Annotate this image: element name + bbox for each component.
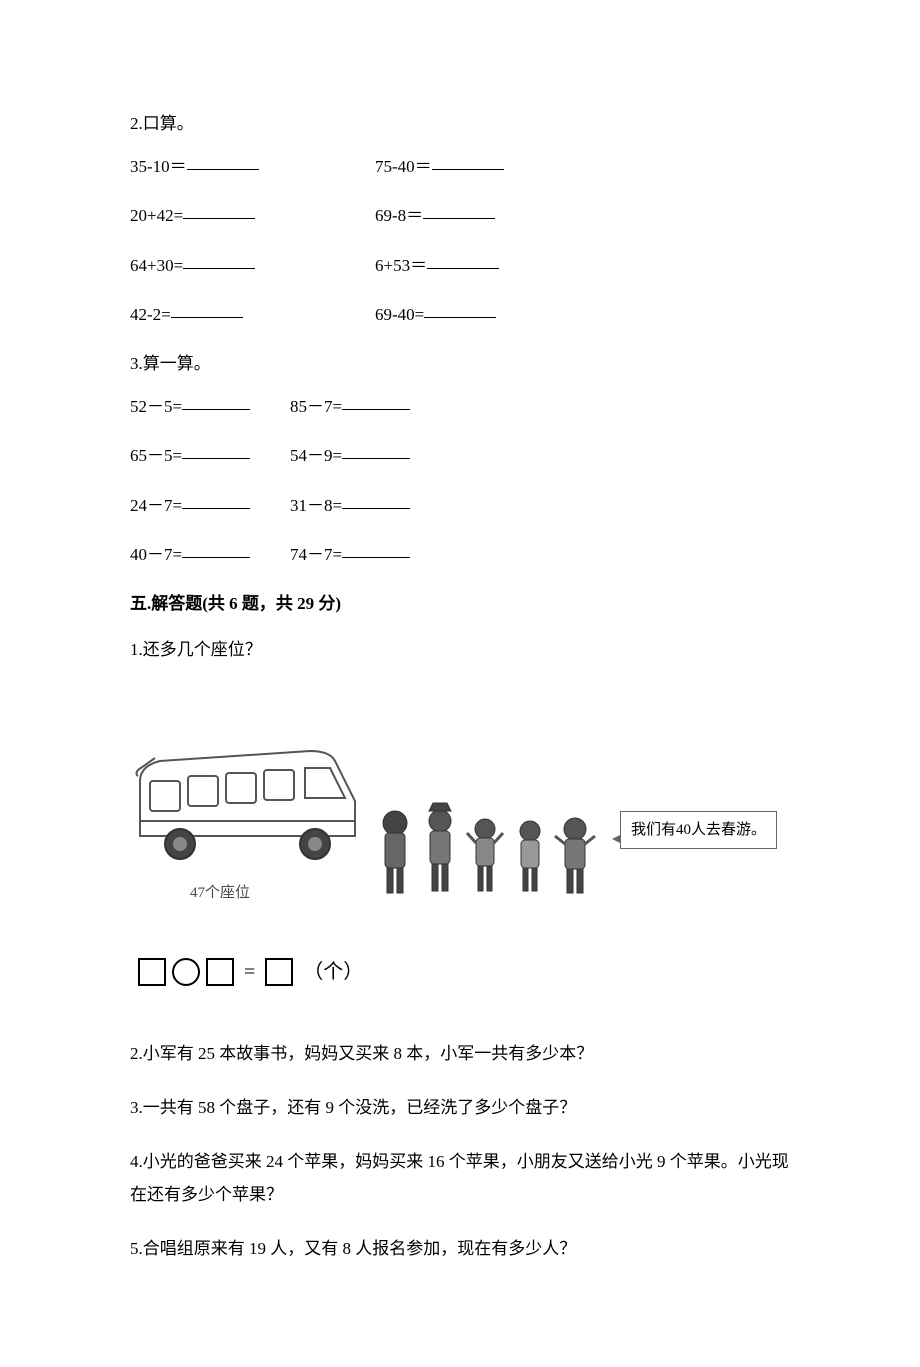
- calc-item: 85－7=: [290, 393, 450, 420]
- calc-expr: 69-40=: [375, 305, 424, 324]
- problem-4: 4.小光的爸爸买来 24 个苹果，妈妈买来 16 个苹果，小朋友又送给小光 9 …: [130, 1146, 790, 1211]
- calc-item: 20+42=: [130, 202, 375, 229]
- equation-template: = （个）: [138, 956, 790, 988]
- answer-blank[interactable]: [342, 493, 410, 509]
- section3-header: 3.算一算。: [130, 350, 790, 377]
- calc-item: 52－5=: [130, 393, 290, 420]
- calc-expr: 20+42=: [130, 206, 183, 225]
- calc-item: 65－5=: [130, 442, 290, 469]
- answer-blank[interactable]: [182, 493, 250, 509]
- section2-header: 2.口算。: [130, 110, 790, 137]
- calc-row: 20+42= 69-8＝: [130, 202, 790, 229]
- equals-sign: =: [244, 956, 255, 988]
- equation-box[interactable]: [138, 958, 166, 986]
- calc-expr: 40－7=: [130, 545, 182, 564]
- problem-5: 5.合唱组原来有 19 人，又有 8 人报名参加，现在有多少人？: [130, 1233, 790, 1265]
- calc-expr: 24－7=: [130, 496, 182, 515]
- calc-expr: 69-8＝: [375, 206, 423, 225]
- calc-item: 69-40=: [375, 301, 620, 328]
- answer-blank[interactable]: [342, 394, 410, 410]
- calc-expr: 42-2=: [130, 305, 171, 324]
- calc-item: 31－8=: [290, 492, 450, 519]
- problem-2: 2.小军有 25 本故事书，妈妈又买来 8 本，小军一共有多少本？: [130, 1038, 790, 1070]
- answer-blank[interactable]: [342, 542, 410, 558]
- bus-seat-label: 47个座位: [190, 881, 250, 905]
- calc-item: 6+53＝: [375, 252, 620, 279]
- calc-expr: 64+30=: [130, 256, 183, 275]
- children-icon: [375, 801, 615, 911]
- bus-icon: [130, 726, 370, 876]
- calc-row: 42-2= 69-40=: [130, 301, 790, 328]
- calc-row: 24－7= 31－8=: [130, 492, 790, 519]
- equation-unit: （个）: [303, 956, 363, 988]
- calc-row: 65－5= 54－9=: [130, 442, 790, 469]
- calc-expr: 6+53＝: [375, 256, 427, 275]
- answer-blank[interactable]: [183, 253, 255, 269]
- speech-bubble: 我们有40人去春游。: [620, 811, 777, 849]
- answer-blank[interactable]: [427, 253, 499, 269]
- calc-expr: 52－5=: [130, 397, 182, 416]
- calc-expr: 74－7=: [290, 545, 342, 564]
- calc-expr: 31－8=: [290, 496, 342, 515]
- calc-row: 64+30= 6+53＝: [130, 252, 790, 279]
- calc-expr: 75-40＝: [375, 157, 432, 176]
- calc-item: 54－9=: [290, 442, 450, 469]
- calc-item: 42-2=: [130, 301, 375, 328]
- answer-blank[interactable]: [342, 443, 410, 459]
- illustration-area: 47个座位: [130, 726, 790, 916]
- calc-row: 40－7= 74－7=: [130, 541, 790, 568]
- answer-blank[interactable]: [424, 302, 496, 318]
- equation-operator-circle[interactable]: [172, 958, 200, 986]
- answer-blank[interactable]: [171, 302, 243, 318]
- calc-item: 24－7=: [130, 492, 290, 519]
- answer-blank[interactable]: [182, 443, 250, 459]
- calc-row: 35-10＝ 75-40＝: [130, 153, 790, 180]
- calc-item: 40－7=: [130, 541, 290, 568]
- calc-expr: 85－7=: [290, 397, 342, 416]
- problem-3: 3.一共有 58 个盘子，还有 9 个没洗，已经洗了多少个盘子？: [130, 1092, 790, 1124]
- equation-box[interactable]: [206, 958, 234, 986]
- calc-item: 69-8＝: [375, 202, 620, 229]
- problem-1: 1.还多几个座位？: [130, 635, 790, 666]
- answer-blank[interactable]: [187, 154, 259, 170]
- calc-item: 74－7=: [290, 541, 450, 568]
- answer-blank[interactable]: [182, 542, 250, 558]
- section5-header: 五.解答题(共 6 题，共 29 分): [130, 590, 790, 617]
- calc-row: 52－5= 85－7=: [130, 393, 790, 420]
- answer-blank[interactable]: [423, 203, 495, 219]
- calc-item: 75-40＝: [375, 153, 620, 180]
- answer-blank[interactable]: [432, 154, 504, 170]
- calc-expr: 35-10＝: [130, 157, 187, 176]
- calc-expr: 65－5=: [130, 446, 182, 465]
- calc-expr: 54－9=: [290, 446, 342, 465]
- calc-item: 64+30=: [130, 252, 375, 279]
- answer-blank[interactable]: [182, 394, 250, 410]
- equation-box[interactable]: [265, 958, 293, 986]
- calc-item: 35-10＝: [130, 153, 375, 180]
- answer-blank[interactable]: [183, 203, 255, 219]
